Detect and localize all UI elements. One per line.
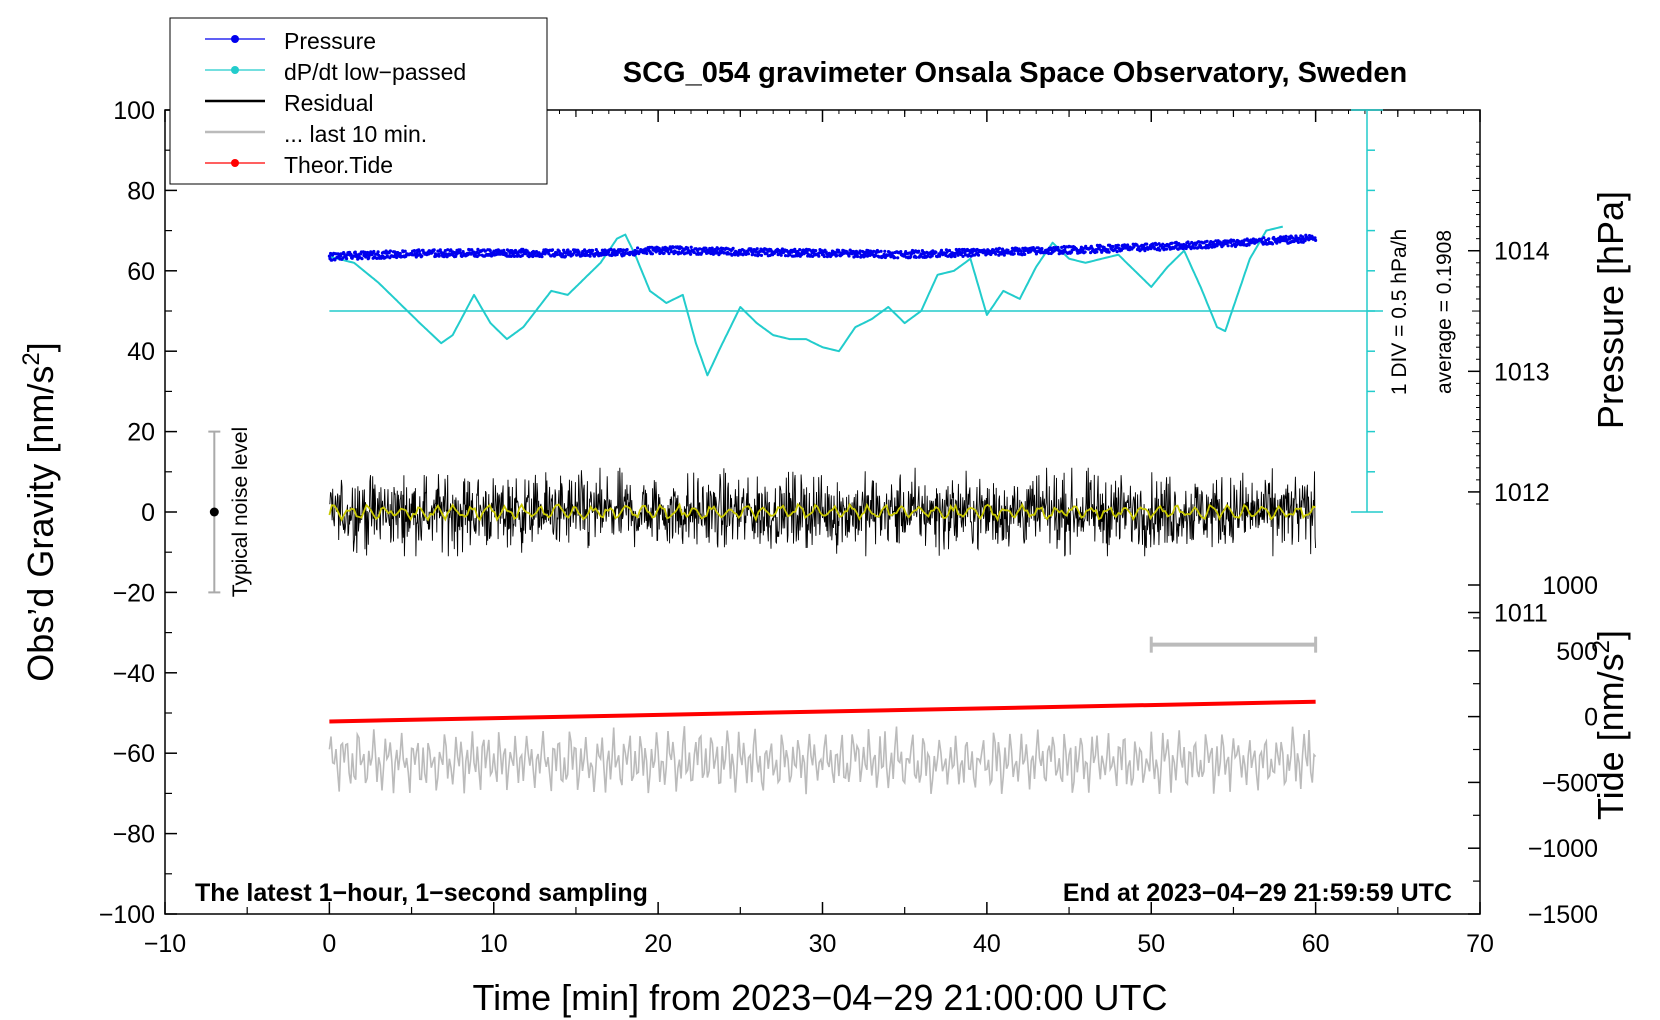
x-tick-label: 50 bbox=[1137, 930, 1165, 958]
pressure-tick-label: 1012 bbox=[1494, 479, 1550, 507]
tide-tick-label: 500 bbox=[1556, 638, 1598, 666]
tide-tick-label: −500 bbox=[1542, 769, 1598, 797]
y-axis-left-label: Obs’d Gravity [nm/s2] bbox=[18, 342, 61, 681]
legend-marker bbox=[231, 35, 239, 43]
y-tick-label: −100 bbox=[99, 901, 155, 929]
div-scale-label: 1 DIV = 0.5 hPa/h bbox=[1388, 229, 1411, 395]
legend-label-residual: Residual bbox=[284, 90, 374, 116]
pressure-tick-label: 1014 bbox=[1494, 238, 1550, 266]
y-tick-label: −60 bbox=[113, 740, 155, 768]
sampling-note: The latest 1−hour, 1−second sampling bbox=[195, 879, 648, 907]
x-axis-label: Time [min] from 2023−04−29 21:00:00 UTC bbox=[472, 977, 1167, 1018]
x-tick-label: −10 bbox=[144, 930, 186, 958]
tide-tick-label: −1000 bbox=[1528, 835, 1598, 863]
tide-tick-label: 1000 bbox=[1542, 572, 1598, 600]
legend: Pressure dP/dt low−passed Residual ... l… bbox=[169, 17, 548, 185]
y-tick-label: 80 bbox=[127, 177, 155, 205]
pressure-tick-label: 1011 bbox=[1494, 600, 1548, 628]
legend-label-tide: Theor.Tide bbox=[284, 152, 393, 178]
annotation-layer bbox=[208, 109, 1383, 653]
pressure-axis-label: Pressure [hPa] bbox=[1590, 191, 1631, 429]
last10-series bbox=[328, 726, 1317, 795]
noise-level-label: Typical noise level bbox=[229, 427, 252, 597]
x-tick-label: 10 bbox=[480, 930, 508, 958]
noise-bar-center bbox=[209, 507, 219, 517]
x-tick-label: 70 bbox=[1466, 930, 1494, 958]
tide-axis-ticks: −1500 −1000 −500 0 500 1000 bbox=[1468, 572, 1598, 929]
tide-axis-label: Tide [nm/s2] bbox=[1588, 630, 1631, 820]
end-time-note: End at 2023−04−29 21:59:59 UTC bbox=[1063, 879, 1452, 907]
x-tick-label: 60 bbox=[1302, 930, 1330, 958]
pressure-axis-ticks: 1011 1012 1013 1014 bbox=[1468, 141, 1550, 628]
y-tick-label: −40 bbox=[113, 660, 155, 688]
series-layer bbox=[327, 225, 1318, 795]
y-tick-label: 60 bbox=[127, 258, 155, 286]
x-tick-label: 30 bbox=[809, 930, 837, 958]
dpdt-series bbox=[329, 225, 1284, 377]
legend-label-dpdt: dP/dt low−passed bbox=[284, 59, 466, 85]
x-axis-ticks: −10 0 10 20 30 40 50 60 70 bbox=[144, 110, 1494, 958]
legend-label-pressure: Pressure bbox=[284, 28, 376, 54]
chart-title: SCG_054 gravimeter Onsala Space Observat… bbox=[623, 57, 1407, 89]
y-tick-label: −20 bbox=[113, 579, 155, 607]
tide-tick-label: 0 bbox=[1584, 704, 1598, 732]
y-tick-label: 40 bbox=[127, 338, 155, 366]
pressure-tick-label: 1013 bbox=[1494, 358, 1550, 386]
y-axis-left-ticks: −100 −80 −60 −40 −20 0 20 40 60 80 100 bbox=[99, 97, 177, 929]
y-tick-label: −80 bbox=[113, 821, 155, 849]
y-tick-label: 100 bbox=[113, 97, 155, 125]
pressure-series bbox=[327, 233, 1318, 262]
tide-tick-label: −1500 bbox=[1528, 901, 1598, 929]
average-label: average = 0.1908 bbox=[1433, 230, 1456, 394]
y-tick-label: 0 bbox=[141, 499, 155, 527]
residual-series bbox=[329, 467, 1317, 557]
y-tick-label: 20 bbox=[127, 419, 155, 447]
x-tick-label: 0 bbox=[322, 930, 336, 958]
x-tick-label: 20 bbox=[644, 930, 672, 958]
legend-marker bbox=[231, 66, 239, 74]
tide-series bbox=[329, 699, 1316, 724]
legend-marker bbox=[231, 159, 239, 167]
residual-smoothed-series bbox=[328, 502, 1316, 523]
legend-label-last10: ... last 10 min. bbox=[284, 121, 427, 147]
x-tick-label: 40 bbox=[973, 930, 1001, 958]
